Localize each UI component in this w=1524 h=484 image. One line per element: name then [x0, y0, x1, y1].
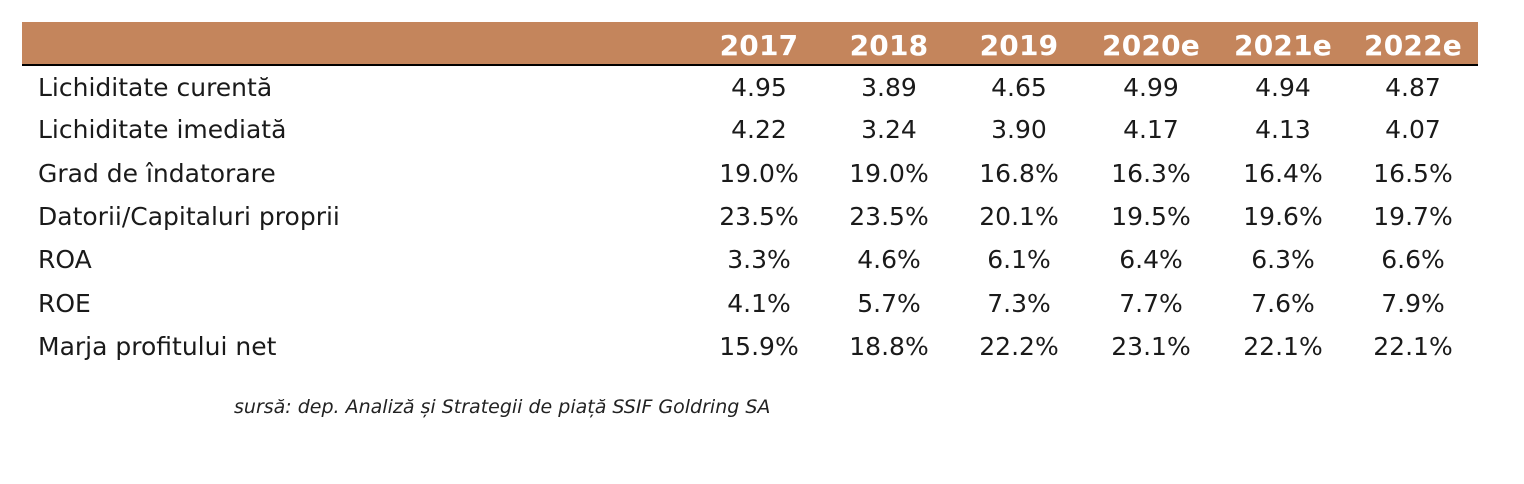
- table-cell: 4.99: [1123, 72, 1179, 102]
- table-cell: 23.5%: [849, 202, 929, 232]
- table-cell: 7.9%: [1381, 288, 1445, 318]
- table-cell: 5.7%: [857, 288, 921, 318]
- table-cell: 4.22: [731, 115, 787, 145]
- header-label-cell: [22, 22, 694, 65]
- table-cell: 4.65: [991, 72, 1047, 102]
- table-cell: 22.1%: [1243, 331, 1323, 361]
- row-label: Datorii/Capitaluri proprii: [38, 202, 340, 232]
- table-row: Lichiditate imediată 4.22 3.24 3.90 4.17…: [22, 108, 1478, 151]
- row-label: Grad de îndatorare: [38, 158, 276, 188]
- table-cell: 19.0%: [849, 158, 929, 188]
- table-cell: 19.6%: [1243, 202, 1323, 232]
- table-cell: 19.0%: [719, 158, 799, 188]
- table-cell: 3.89: [861, 72, 917, 102]
- table-cell: 4.87: [1385, 72, 1441, 102]
- table-cell: 4.6%: [857, 245, 921, 275]
- table-cell: 7.3%: [987, 288, 1051, 318]
- table-cell: 19.5%: [1111, 202, 1191, 232]
- table-cell: 15.9%: [719, 331, 799, 361]
- row-label: ROA: [38, 245, 92, 275]
- table-cell: 3.3%: [727, 245, 791, 275]
- table-row: Datorii/Capitaluri proprii 23.5% 23.5% 2…: [22, 195, 1478, 238]
- table-cell: 3.90: [991, 115, 1047, 145]
- table-cell: 16.4%: [1243, 158, 1323, 188]
- table-cell: 23.5%: [719, 202, 799, 232]
- table-cell: 16.3%: [1111, 158, 1191, 188]
- table-cell: 19.7%: [1373, 202, 1453, 232]
- table-cell: 4.94: [1255, 72, 1311, 102]
- header-year-2020e: 2020e: [1102, 28, 1200, 62]
- table-cell: 6.6%: [1381, 245, 1445, 275]
- table-cell: 16.5%: [1373, 158, 1453, 188]
- table-row: ROA 3.3% 4.6% 6.1% 6.4% 6.3% 6.6%: [22, 238, 1478, 281]
- financial-ratios-table-container: 2017 2018 2019 2020e 2021e 2022e Lichidi…: [22, 22, 1478, 368]
- table-cell: 6.1%: [987, 245, 1051, 275]
- table-cell: 4.1%: [727, 288, 791, 318]
- table-cell: 4.95: [731, 72, 787, 102]
- header-year-2022e: 2022e: [1364, 28, 1462, 62]
- table-cell: 4.13: [1255, 115, 1311, 145]
- row-label: Marja profitului net: [38, 331, 277, 361]
- table-cell: 6.4%: [1119, 245, 1183, 275]
- table-cell: 22.1%: [1373, 331, 1453, 361]
- table-cell: 23.1%: [1111, 331, 1191, 361]
- table-cell: 3.24: [861, 115, 917, 145]
- table-cell: 16.8%: [979, 158, 1059, 188]
- header-year-2021e: 2021e: [1234, 28, 1332, 62]
- table-row: Lichiditate curentă 4.95 3.89 4.65 4.99 …: [22, 65, 1478, 108]
- row-label: Lichiditate curentă: [38, 72, 273, 102]
- row-label: Lichiditate imediată: [38, 115, 287, 145]
- header-year-2019: 2019: [979, 28, 1059, 62]
- table-cell: 4.07: [1385, 115, 1441, 145]
- table-header-row: 2017 2018 2019 2020e 2021e 2022e: [22, 22, 1478, 65]
- row-label: ROE: [38, 288, 91, 318]
- table-cell: 7.7%: [1119, 288, 1183, 318]
- table-cell: 6.3%: [1251, 245, 1315, 275]
- header-year-2018: 2018: [849, 28, 929, 62]
- table-cell: 18.8%: [849, 331, 929, 361]
- header-year-2017: 2017: [719, 28, 799, 62]
- table-cell: 20.1%: [979, 202, 1059, 232]
- table-cell: 4.17: [1123, 115, 1179, 145]
- table-row: Marja profitului net 15.9% 18.8% 22.2% 2…: [22, 325, 1478, 368]
- financial-ratios-table: 2017 2018 2019 2020e 2021e 2022e Lichidi…: [22, 22, 1478, 368]
- source-note: sursă: dep. Analiză și Strategii de piaț…: [234, 396, 771, 418]
- table-row: Grad de îndatorare 19.0% 19.0% 16.8% 16.…: [22, 152, 1478, 195]
- table-row: ROE 4.1% 5.7% 7.3% 7.7% 7.6% 7.9%: [22, 281, 1478, 324]
- table-cell: 22.2%: [979, 331, 1059, 361]
- table-cell: 7.6%: [1251, 288, 1315, 318]
